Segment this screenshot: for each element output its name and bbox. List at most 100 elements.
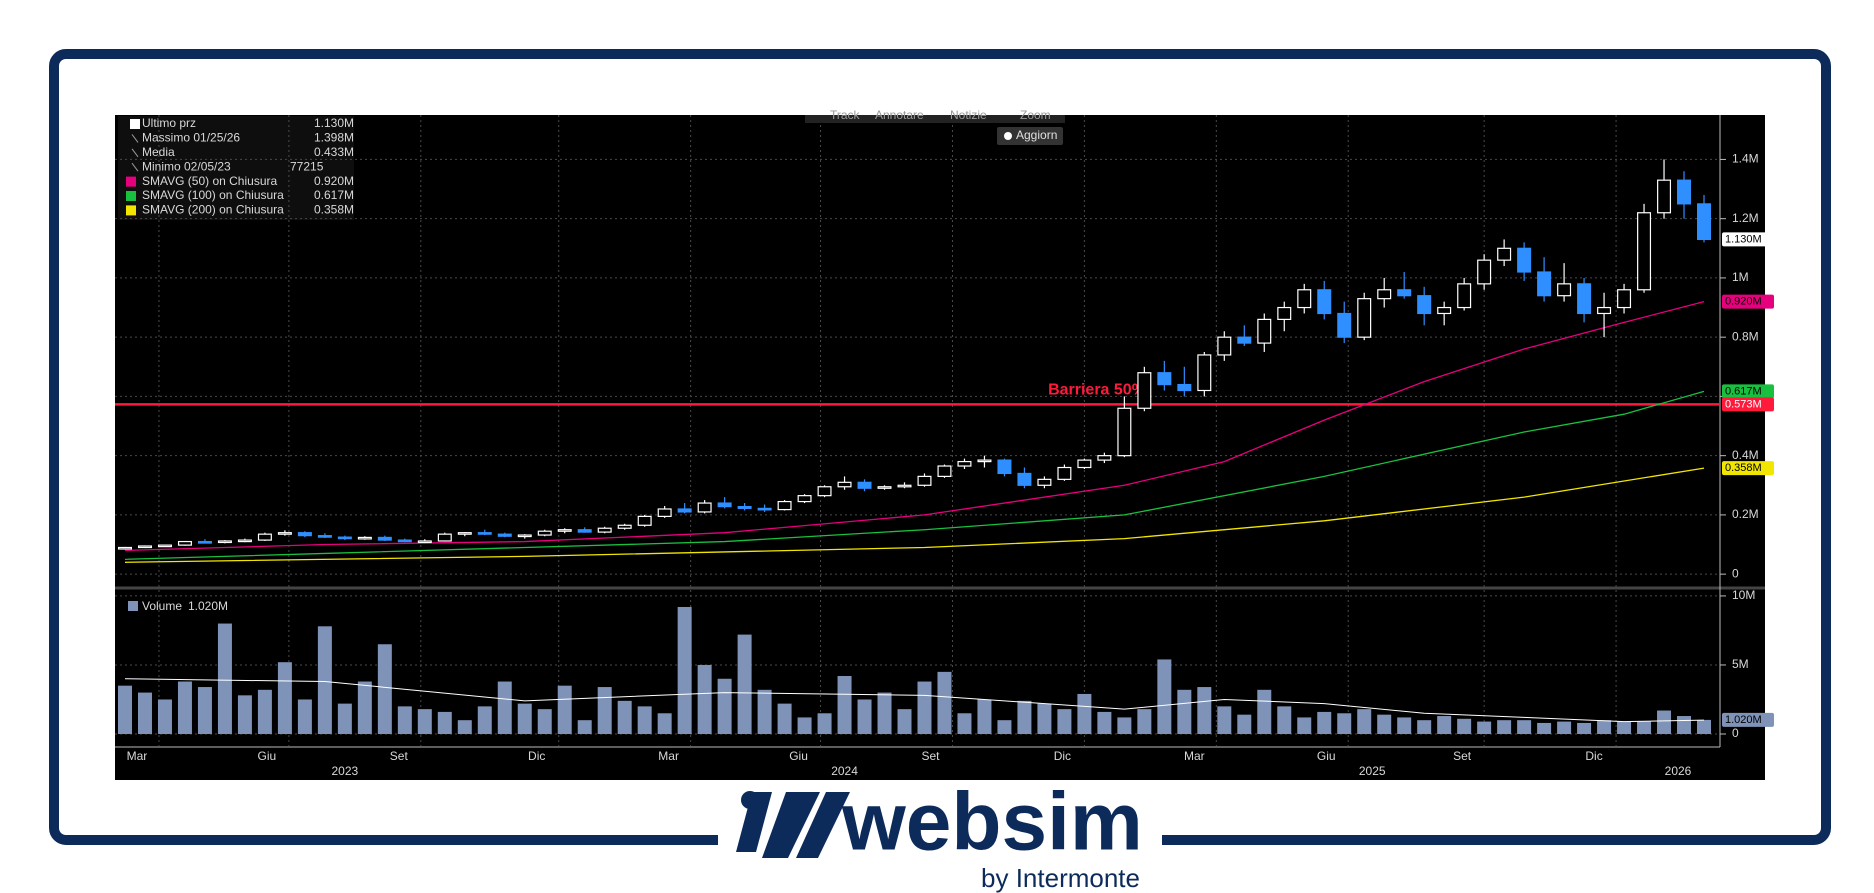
volume-bar (1657, 710, 1672, 734)
legend-label: SMAVG (200) on Chiusura (142, 203, 284, 217)
price-tag-label: 0.617M (1725, 385, 1762, 397)
candle-body (157, 544, 172, 548)
candle-body (997, 459, 1012, 475)
toolbar-item[interactable]: Track (830, 108, 861, 122)
toolbar-item[interactable]: Notizie (950, 108, 987, 122)
volume-bar (1297, 717, 1312, 734)
volume-bar (297, 699, 312, 734)
candle-body (1657, 179, 1672, 214)
toolbar-item[interactable]: Zoom (1020, 108, 1051, 122)
legend-icon (131, 148, 139, 158)
volume-bar (497, 681, 512, 734)
volume-bar (1497, 720, 1512, 734)
candle-body (1217, 336, 1232, 356)
volume-bar (1457, 718, 1472, 734)
candle-body (457, 532, 472, 535)
volume-bar (117, 685, 132, 734)
volume-bar (757, 689, 772, 734)
candle-body (1257, 318, 1272, 344)
candle-body (1357, 298, 1372, 338)
legend-icon (131, 134, 139, 143)
volume-bar (1177, 689, 1192, 734)
toolbar-bg (805, 115, 1065, 123)
x-tick-label: Giu (1317, 749, 1336, 763)
candle-body (1377, 289, 1392, 300)
volume-bar (1537, 722, 1552, 734)
volume-bar (1357, 709, 1372, 734)
refresh-label[interactable]: Aggiorn (1016, 128, 1057, 142)
x-tick-label: Mar (127, 749, 148, 763)
y-tick-label: 0.4M (1732, 448, 1759, 462)
legend-value: 1.130M (314, 116, 354, 130)
x-tick-label: Dic (1054, 749, 1071, 763)
volume-bar (237, 695, 252, 734)
candle-body (1537, 271, 1552, 297)
x-tick-label: Mar (1184, 749, 1205, 763)
y-tick-label: 0 (1732, 726, 1739, 740)
y-tick-label: 0.2M (1732, 507, 1759, 521)
volume-bar (1057, 709, 1072, 734)
volume-bar (1197, 687, 1212, 734)
candle-body (397, 539, 412, 543)
volume-bar (1577, 722, 1592, 734)
volume-bar (397, 706, 412, 734)
candle-body (657, 508, 672, 517)
candle-body (1577, 283, 1592, 315)
candle-body (197, 540, 212, 544)
volume-bar (1277, 706, 1292, 734)
legend-swatch (126, 176, 136, 187)
legend-value: 0.920M (314, 174, 354, 188)
price-tag (1722, 461, 1774, 476)
year-label: 2023 (332, 764, 359, 778)
volume-bar (777, 703, 792, 734)
volume-bar (1137, 709, 1152, 734)
legend-value: 0.433M (314, 145, 354, 159)
volume-bar (1617, 721, 1632, 734)
volume-bar (1377, 714, 1392, 734)
volume-bar (1337, 713, 1352, 734)
volume-bar (797, 717, 812, 734)
y-tick-label: 1.4M (1732, 152, 1759, 166)
candle-body (217, 540, 232, 544)
candle-body (917, 475, 932, 486)
price-tag-label: 1.130M (1725, 233, 1762, 245)
toolbar-item[interactable]: Annotare (875, 108, 924, 122)
candle-body (757, 507, 772, 511)
volume-bar (197, 687, 212, 734)
volume-bar (697, 664, 712, 734)
x-tick-label: Dic (528, 749, 545, 763)
legend-label: SMAVG (100) on Chiusura (142, 188, 284, 202)
volume-bar (177, 681, 192, 734)
legend-value: 1.398M (314, 131, 354, 145)
price-tag-label: 0.920M (1725, 296, 1762, 308)
candle-body (1237, 336, 1252, 344)
x-tick-label: Mar (658, 749, 679, 763)
volume-bar (1437, 716, 1452, 734)
volume-bar (577, 720, 592, 734)
volume-bar (437, 711, 452, 734)
volume-bar (1517, 720, 1532, 734)
candle-body (1477, 259, 1492, 285)
volume-tag (1722, 712, 1774, 727)
volume-bar (1017, 700, 1032, 734)
volume-bar (1157, 659, 1172, 734)
x-tick-label: Giu (789, 749, 808, 763)
x-tick-label: Giu (258, 749, 277, 763)
candle-body (1157, 372, 1172, 386)
candle-body (437, 533, 452, 542)
volume-bar (597, 687, 612, 734)
volume-bar (417, 709, 432, 734)
volume-bar (557, 685, 572, 734)
candle-body (417, 540, 432, 544)
volume-bar (537, 709, 552, 734)
volume-bar (157, 699, 172, 734)
price-tag (1722, 294, 1774, 309)
volume-bar (817, 713, 832, 734)
volume-bar (1037, 703, 1052, 734)
refresh-button[interactable] (997, 127, 1063, 145)
volume-bar (1557, 721, 1572, 734)
candle-body (357, 536, 372, 540)
volume-bar (477, 706, 492, 734)
volume-bar (897, 709, 912, 734)
volume-bar (637, 706, 652, 734)
